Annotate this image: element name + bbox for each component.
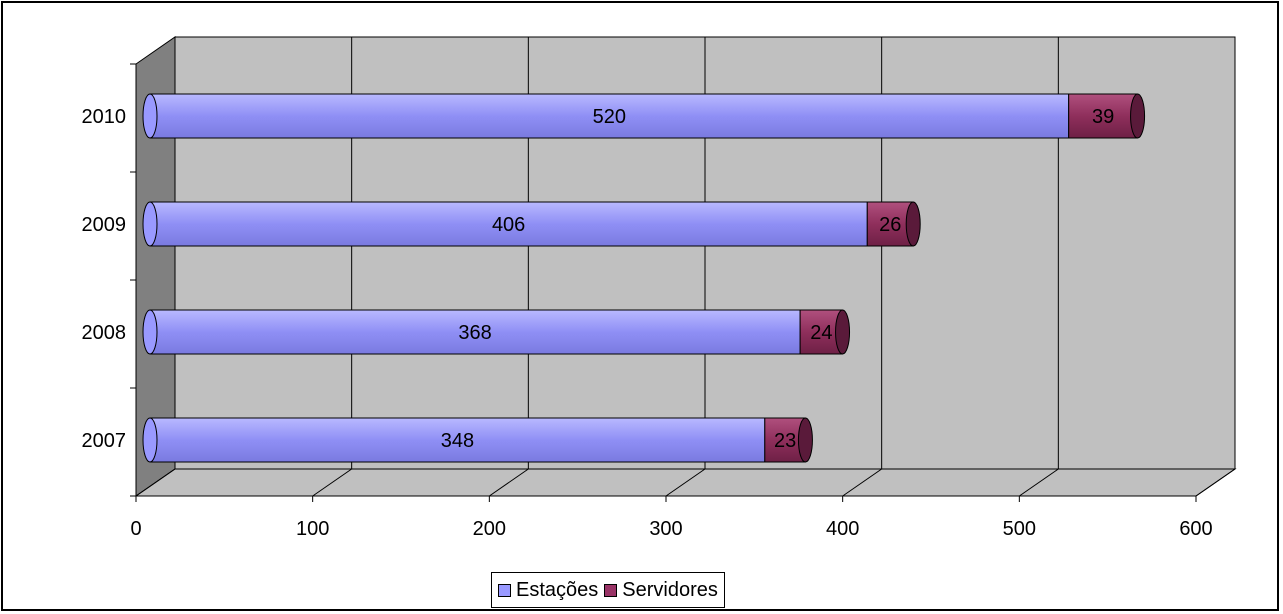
bar-start-cap-2009 [142, 201, 158, 247]
bar-body-2010-s0 [149, 93, 1070, 139]
bar-2009-s0 [142, 201, 868, 247]
bars: 348 23 368 24 406 26 520 39 [142, 93, 1146, 463]
legend-item-estacoes: Estações [498, 579, 598, 602]
legend-label-estacoes: Estações [516, 578, 599, 601]
floor-gridline-0 [135, 468, 176, 497]
x-tick-label-600: 600 [1179, 518, 1212, 540]
floor-gridline-400 [842, 468, 882, 497]
bar-start-cap-2008 [142, 309, 158, 355]
floor-gridline-500 [1019, 468, 1059, 497]
floor-gridline-200 [489, 468, 529, 497]
bar-2007-s0 [142, 417, 766, 463]
x-tick-label-0: 0 [130, 518, 141, 540]
legend: Estações Servidores [491, 572, 725, 608]
x-tick-label-100: 100 [296, 518, 329, 540]
data-label-2007-s1: 23 [774, 430, 796, 452]
data-label-2009-s0: 406 [492, 214, 525, 236]
bar-2007-s1 [764, 417, 813, 463]
floor-gridline-100 [312, 468, 352, 497]
bar-end-cap-2007 [797, 417, 813, 463]
y-tick-label-2007: 2007 [82, 430, 127, 452]
bar-body-2008-s0 [149, 309, 801, 355]
bar-2008-s1 [799, 309, 851, 355]
y-tick-label-2010: 2010 [82, 106, 127, 128]
data-label-2008-s1: 24 [810, 322, 832, 344]
axes: 0 100 200 300 400 500 600 2007 2008 2009 2010 [82, 63, 1213, 540]
bar-2010-s1 [1068, 93, 1146, 139]
x-tick-label-200: 200 [473, 518, 506, 540]
legend-swatch-servidores [604, 583, 618, 597]
floor-gridline-600 [1195, 468, 1236, 497]
bar-chart: 348 23 368 24 406 26 520 39 0 100 200 300 400 500 600… [82, 36, 1237, 540]
bar-end-cap-2010 [1130, 93, 1146, 139]
y-tick-label-2009: 2009 [82, 214, 127, 236]
data-label-2007-s0: 348 [441, 430, 474, 452]
legend-label-servidores: Servidores [622, 578, 718, 601]
bar-body-2010-s1 [1068, 93, 1139, 139]
x-tick-label-400: 400 [826, 518, 859, 540]
bar-2009-s1 [866, 201, 921, 247]
x-tick-label-300: 300 [649, 518, 682, 540]
bar-body-2009-s1 [866, 201, 914, 247]
floor-gridline-300 [665, 468, 706, 497]
data-label-2009-s1: 26 [879, 214, 901, 236]
bar-2008-s0 [142, 309, 801, 355]
y-tick-label-2008: 2008 [82, 322, 127, 344]
data-label-2010-s0: 520 [593, 106, 626, 128]
legend-swatch-estacoes [498, 583, 511, 597]
data-label-2010-s1: 39 [1092, 106, 1114, 128]
bar-body-2009-s0 [149, 201, 868, 247]
legend-item-servidores: Servidores [604, 579, 718, 602]
data-label-2008-s0: 368 [458, 322, 491, 344]
bar-end-cap-2008 [835, 309, 851, 355]
x-tick-label-500: 500 [1003, 518, 1036, 540]
bar-2010-s0 [142, 93, 1070, 139]
bar-end-cap-2009 [905, 201, 921, 247]
bar-start-cap-2010 [142, 93, 158, 139]
bar-start-cap-2007 [142, 417, 158, 463]
